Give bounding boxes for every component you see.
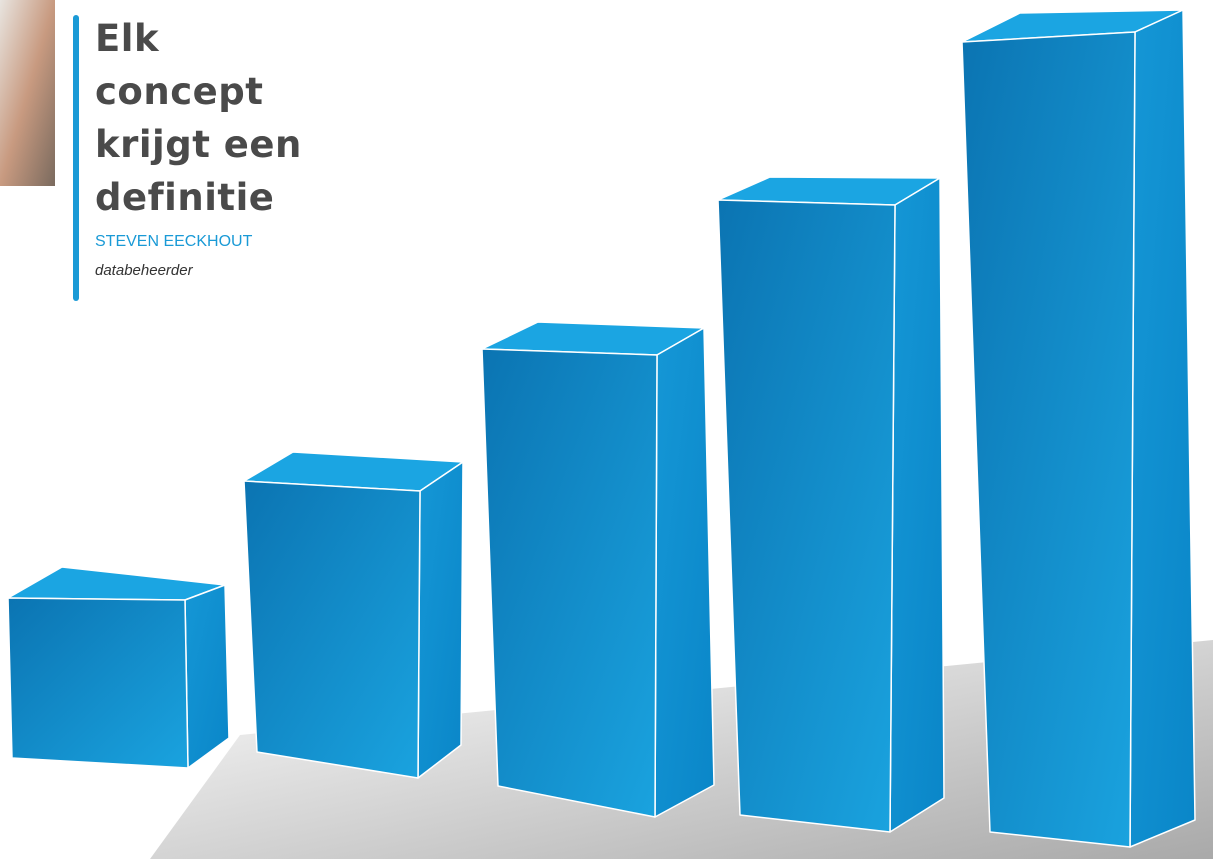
box: [243, 451, 464, 779]
box: [961, 9, 1196, 848]
portrait-photo: [0, 0, 55, 186]
headline: Elk concept krijgt een definitie: [95, 12, 302, 224]
bar-graphic: [7, 9, 1196, 848]
headline-line: Elk: [95, 17, 160, 60]
author-role: databeheerder: [95, 262, 193, 279]
headline-line: concept: [95, 70, 264, 113]
box: [481, 321, 715, 818]
headline-line: definitie: [95, 176, 275, 219]
author-name: STEVEN EECKHOUT: [95, 233, 253, 250]
headline-line: krijgt een: [95, 123, 302, 166]
accent-bar: [73, 15, 79, 301]
box: [7, 566, 230, 769]
box: [717, 176, 945, 833]
